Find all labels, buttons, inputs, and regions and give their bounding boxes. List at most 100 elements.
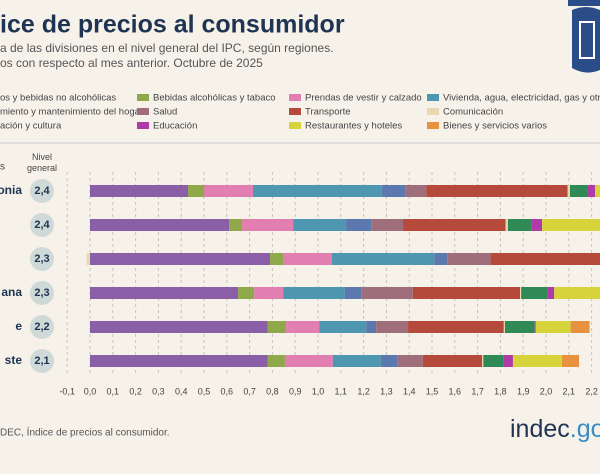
x-tick-label: 1,9 <box>517 386 530 396</box>
x-tick-label: 0,9 <box>289 386 302 396</box>
x-tick-label: 0,6 <box>221 386 234 396</box>
bar-segment <box>346 219 372 231</box>
total-header-line: Nivel <box>32 152 52 162</box>
bar-segment <box>254 287 284 299</box>
bar-segment <box>482 355 484 367</box>
bar-segment <box>483 355 504 367</box>
bar-segment <box>293 219 347 231</box>
x-tick-label: 0,2 <box>129 386 142 396</box>
x-tick-label: 0,0 <box>84 386 97 396</box>
logo: indec.go <box>510 415 600 443</box>
x-tick-label: 2,0 <box>540 386 553 396</box>
total-header: Nivel general <box>27 152 57 173</box>
bar-segment <box>531 219 543 231</box>
total-label: 2,4 <box>34 185 50 197</box>
x-tick-label: 0,3 <box>152 386 165 396</box>
legend-swatch <box>427 108 439 115</box>
category-header: s <box>0 162 5 173</box>
bar-segment <box>381 185 406 197</box>
x-tick-label: 1,6 <box>449 386 462 396</box>
legend-label: Bienes y servicios varios <box>443 121 547 132</box>
x-tick-label: 1,5 <box>426 386 439 396</box>
legend-label: Vivienda, agua, electricidad, gas y otro… <box>443 93 600 104</box>
total-marker <box>30 349 54 373</box>
x-tick-label: 0,8 <box>266 386 279 396</box>
total-marker <box>30 179 54 203</box>
bar-segment <box>542 219 600 231</box>
total-label: 2,3 <box>34 253 49 265</box>
total-marker <box>30 247 54 271</box>
bar-segment <box>567 185 570 197</box>
bar-segment <box>188 185 204 197</box>
logo-suffix: .go <box>570 415 600 443</box>
legend-swatch <box>427 94 439 101</box>
bar-segment <box>422 355 483 367</box>
legend-label: Comunicación <box>443 107 503 118</box>
x-tick-label: 0,4 <box>175 386 188 396</box>
total-label: 2,3 <box>34 287 49 299</box>
bar-segment <box>332 355 381 367</box>
bar-segment <box>331 253 435 265</box>
bar-segment <box>587 185 596 197</box>
bar-segment <box>361 287 413 299</box>
bar-segment <box>405 185 427 197</box>
x-tick-label: 1,7 <box>471 386 484 396</box>
bar-segment <box>408 321 504 333</box>
bar-segment <box>569 185 588 197</box>
bar-segment <box>380 355 398 367</box>
bar-segment <box>434 253 448 265</box>
x-tick-label: 1,2 <box>357 386 370 396</box>
bar-segment <box>86 253 90 265</box>
legend-label: Educación <box>153 121 197 132</box>
bar-segment <box>242 219 294 231</box>
bar-segment <box>561 355 580 367</box>
bar-segment <box>520 287 522 299</box>
x-tick-label: -0,1 <box>59 386 75 396</box>
bar-segment <box>595 185 600 197</box>
source: DEC, Índice de precios al consumidor. <box>0 426 170 439</box>
subtitle: os con respecto al mes anterior. Octubre… <box>0 56 263 70</box>
bar-segment <box>503 321 505 333</box>
legend-swatch <box>289 122 301 129</box>
logo-text: indec <box>510 415 570 443</box>
bar-segment <box>90 355 268 367</box>
bar-segment <box>397 355 423 367</box>
bar-segment <box>371 219 404 231</box>
bar-segment <box>547 287 555 299</box>
x-tick-label: 2,1 <box>563 386 576 396</box>
legend-label: Transporte <box>305 107 351 118</box>
legend-label: Bebidas alcohólicas y tabaco <box>153 93 276 104</box>
x-tick-label: 2,2 <box>585 386 598 396</box>
total-label: 2,2 <box>34 321 49 333</box>
x-tick-label: 1,8 <box>494 386 507 396</box>
bar-segment <box>270 253 284 265</box>
subtitle: a de las divisiones en el nivel general … <box>0 41 334 55</box>
x-tick-label: 1,3 <box>380 386 393 396</box>
category-label: ana <box>1 285 22 299</box>
bar-segment <box>267 355 285 367</box>
bar-segment <box>283 253 332 265</box>
bar-segment <box>534 321 536 333</box>
x-tick-label: 0,5 <box>198 386 211 396</box>
category-label: e <box>15 319 22 333</box>
bar-segment <box>570 321 590 333</box>
bar-segment <box>412 287 521 299</box>
bar-segment <box>283 287 345 299</box>
bar-segment <box>238 287 255 299</box>
legend-swatch <box>427 122 439 129</box>
bar-segment <box>267 321 287 333</box>
icon <box>568 0 600 73</box>
x-tick-label: 1,1 <box>335 386 348 396</box>
bar-segment <box>504 321 535 333</box>
legend-label: Restaurantes y hoteles <box>305 121 402 132</box>
bar-segment <box>253 185 382 197</box>
bar-segment <box>376 321 409 333</box>
total-label: 2,4 <box>34 219 50 231</box>
bar-segment <box>90 185 189 197</box>
legend-label: ación y cultura <box>0 121 62 132</box>
bar-segment <box>90 287 239 299</box>
category-label: ste <box>5 353 23 367</box>
total-label: 2,1 <box>34 355 49 367</box>
legend-swatch <box>137 122 149 129</box>
